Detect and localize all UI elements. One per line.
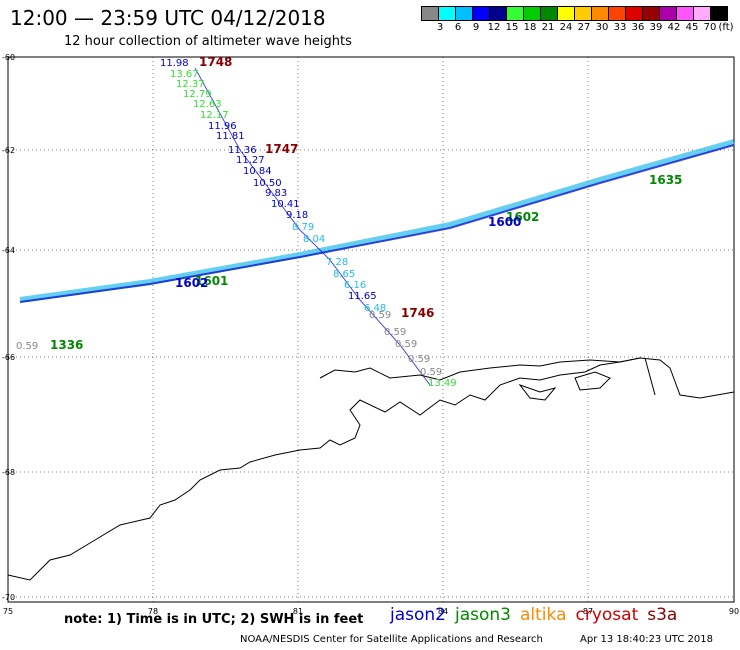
swh-value-label: 12.37: [176, 79, 205, 90]
swh-value-label: 8.65: [333, 269, 355, 280]
coastline: [7, 357, 735, 581]
time-label: 1748: [199, 55, 232, 69]
swh-value-label: 0.59: [408, 354, 430, 365]
legend-label: 30: [595, 22, 609, 33]
swh-value-label: 11.96: [208, 121, 237, 132]
time-label: 1602: [175, 276, 208, 290]
swh-value-label: 9.18: [286, 210, 308, 221]
legend-label: 24: [559, 22, 573, 33]
satellite-legend: jason2 jason3 altika cryosat s3a: [390, 605, 686, 625]
legend-label: 6: [454, 22, 462, 33]
track-descending: [194, 67, 431, 386]
legend-label: 36: [631, 22, 645, 33]
legend-label: 70: [703, 22, 717, 33]
swh-value-label: 11.36: [228, 145, 257, 156]
time-label: 1336: [50, 338, 83, 352]
time-label: 1601: [195, 274, 228, 288]
time-label: 1602: [506, 210, 539, 224]
track-ascending-lightblue: [19, 139, 735, 303]
swh-value-label: 6.16: [344, 280, 366, 291]
coastline-inlet: [518, 383, 557, 401]
y-tick-label: -66: [2, 353, 15, 362]
axis-tick-labels: 75 78 81 84 87 90 -60 -62 -64 -66 -68 -70: [2, 53, 739, 616]
legend-label: 45: [685, 22, 699, 33]
grid-lines: [7, 56, 735, 602]
color-scale-legend: [421, 6, 728, 21]
time-label: 1600: [488, 215, 521, 229]
legend-label: 39: [649, 22, 663, 33]
x-tick-label: 78: [148, 607, 158, 616]
note-text: note: 1) Time is in UTC; 2) SWH is in fe…: [64, 612, 364, 627]
legend-label: 9: [472, 22, 480, 33]
coastline-peninsula: [319, 357, 641, 381]
time-label: 1747: [265, 142, 298, 156]
map-title: 12:00 — 23:59 UTC 04/12/2018: [10, 6, 326, 30]
swh-value-label: 0.59: [420, 367, 442, 378]
swh-value-label: 11.81: [216, 131, 245, 142]
swh-value-label: 11.65: [348, 291, 377, 302]
map-subtitle: 12 hour collection of altimeter wave hei…: [64, 34, 352, 49]
satellite-tracks: [19, 67, 735, 386]
x-tick-label: 81: [293, 607, 303, 616]
satellite-jason3-label: jason3: [455, 605, 511, 625]
legend-label: (ft): [718, 22, 734, 33]
swh-value-label: 11.27: [236, 155, 265, 166]
legend-label: 12: [487, 22, 501, 33]
legend-label: 33: [613, 22, 627, 33]
y-tick-label: -68: [2, 468, 15, 477]
swh-value-label: 9.83: [265, 188, 287, 199]
time-label: 1635: [649, 173, 682, 187]
y-tick-label: -70: [2, 593, 15, 602]
swh-value-label: 8.04: [303, 234, 325, 245]
x-tick-label: 87: [583, 607, 593, 616]
swh-value-label: 6.48: [364, 303, 386, 314]
swh-value-label: 10.41: [271, 199, 300, 210]
satellite-altika-label: altika: [520, 605, 567, 625]
map-frame: [7, 56, 735, 603]
swh-value-label: 7.28: [326, 257, 348, 268]
satellite-cryosat-label: cryosat: [575, 605, 639, 625]
swh-value-label: 13.67: [170, 69, 199, 80]
footer-credit: NOAA/NESDIS Center for Satellite Applica…: [240, 634, 543, 645]
legend-label: 21: [541, 22, 555, 33]
swh-value-label: 11.98: [160, 58, 189, 69]
footer-timestamp: Apr 13 18:40:23 UTC 2018: [580, 634, 713, 645]
x-tick-label: 75: [3, 607, 13, 616]
inlet-line: [644, 357, 656, 396]
y-tick-label: -62: [2, 146, 15, 155]
legend-label: 42: [667, 22, 681, 33]
swh-value-label: 13.49: [428, 378, 457, 389]
island-outline: [574, 371, 611, 391]
legend-label: 15: [505, 22, 519, 33]
legend-swatch: [710, 6, 728, 21]
track-labels: 11.9813.6712.3712.7912.6312.1711.9611.81…: [16, 55, 682, 389]
legend-label: 27: [577, 22, 591, 33]
satellite-s3a-label: s3a: [647, 605, 678, 625]
track-ascending-blue: [19, 144, 735, 303]
x-tick-label: 90: [729, 607, 739, 616]
legend-label: 3: [436, 22, 444, 33]
swh-value-label: 12.79: [183, 89, 212, 100]
swh-value-label: 0.59: [395, 339, 417, 350]
swh-value-label: 10.84: [243, 166, 272, 177]
swh-value-label: 12.63: [193, 99, 222, 110]
swh-value-label: 0.59: [16, 341, 38, 352]
swh-value-label: 8.79: [292, 222, 314, 233]
swh-value-label: 10.50: [253, 178, 282, 189]
y-tick-label: -64: [2, 246, 15, 255]
swh-value-label: 12.17: [200, 110, 229, 121]
time-label: 1746: [401, 306, 434, 320]
legend-label: 18: [523, 22, 537, 33]
swh-value-label: 0.59: [384, 327, 406, 338]
y-tick-label: -60: [2, 53, 15, 62]
satellite-jason2-label: jason2: [390, 605, 446, 625]
swh-value-label: 0.59: [369, 310, 391, 321]
x-tick-label: 84: [438, 607, 448, 616]
